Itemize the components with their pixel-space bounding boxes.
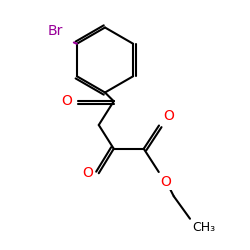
- Text: Br: Br: [48, 24, 63, 38]
- Text: O: O: [164, 110, 174, 124]
- Text: O: O: [82, 166, 93, 180]
- Text: O: O: [61, 94, 72, 108]
- Text: O: O: [160, 174, 171, 188]
- Text: CH₃: CH₃: [192, 221, 215, 234]
